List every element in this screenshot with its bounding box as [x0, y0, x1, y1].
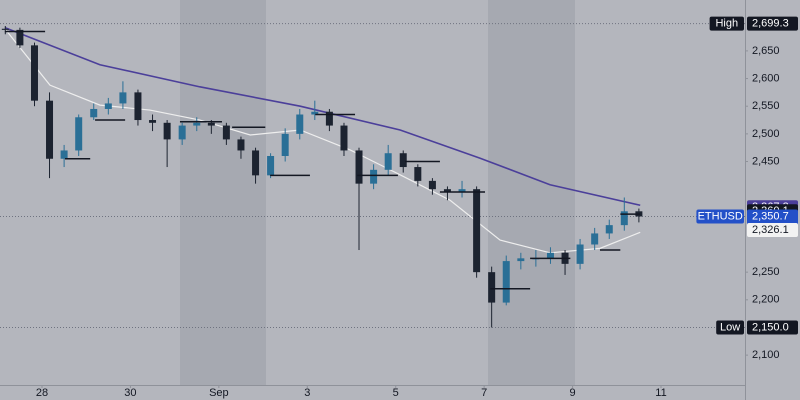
candle-body	[60, 150, 68, 159]
y-tick-label: 2,650	[752, 45, 780, 57]
weekend-band	[180, 0, 266, 385]
candle-body	[46, 100, 54, 159]
candle-body	[90, 108, 98, 118]
candle-body	[546, 252, 554, 259]
y-tick-label: 2,500	[752, 128, 780, 140]
candle-body	[620, 211, 628, 226]
x-tick-label: 7	[481, 387, 487, 399]
y-tick-label: 2,550	[752, 100, 780, 112]
candle-body	[16, 29, 24, 46]
x-tick-label: 3	[304, 387, 310, 399]
y-tick-label: 2,600	[752, 72, 780, 84]
candle-body	[267, 155, 275, 176]
price-label: 2,150.0	[752, 321, 789, 333]
candle-body	[399, 153, 407, 168]
candle-body	[576, 244, 584, 264]
price-label-name-box	[709, 16, 744, 31]
candle-body	[193, 122, 201, 126]
price-label: 2,350.7	[752, 210, 789, 222]
candle-body	[605, 225, 613, 234]
candle-body	[178, 125, 186, 140]
candle-body	[134, 92, 142, 121]
candle-body	[311, 111, 319, 115]
x-tick-label: Sep	[209, 387, 229, 399]
price-label-name: High	[715, 18, 738, 30]
candle-body	[163, 122, 171, 140]
price-label-name-box	[716, 320, 744, 335]
y-tick-label: 2,250	[752, 266, 780, 278]
y-tick-label: 2,100	[752, 349, 780, 361]
candle-body	[443, 189, 451, 192]
candle-body	[340, 125, 348, 151]
candle-body	[75, 117, 83, 151]
candle-body	[237, 139, 245, 151]
price-label-box	[747, 223, 798, 238]
candle-body	[591, 233, 599, 245]
candle-body	[414, 167, 422, 181]
x-tick-label: 9	[570, 387, 576, 399]
x-tick-label: 28	[36, 387, 48, 399]
candle-body	[296, 114, 304, 134]
x-tick-label: 30	[124, 387, 136, 399]
x-tick-label: 11	[655, 387, 666, 399]
candle-body	[1, 28, 9, 30]
candle-body	[104, 103, 112, 109]
y-tick-label: 2,450	[752, 155, 780, 167]
candle-body	[149, 120, 157, 123]
candle-body	[517, 258, 525, 262]
candle-body	[222, 125, 230, 140]
moving-average	[4, 26, 641, 207]
candle-body	[473, 189, 481, 273]
candle-body	[488, 272, 496, 303]
x-tick-label: 5	[393, 387, 399, 399]
candle-body	[458, 189, 466, 192]
candle-body	[355, 150, 363, 184]
candle-body	[207, 122, 215, 126]
price-label-box	[747, 320, 798, 335]
price-label-name-box	[696, 209, 744, 224]
candle-body	[30, 45, 38, 101]
price-label-box	[747, 16, 798, 31]
price-label: 2,326.1	[752, 224, 789, 236]
weekend-band	[488, 0, 575, 385]
candle-body	[370, 169, 378, 184]
price-label: 2,699.3	[752, 18, 789, 30]
candle-body	[119, 92, 127, 104]
candle-body	[252, 150, 260, 176]
price-label-name: Low	[720, 321, 740, 333]
price-label-name: ETHUSD	[698, 210, 743, 222]
candle-body	[281, 133, 289, 156]
candle-body	[384, 153, 392, 170]
y-tick-label: 2,200	[752, 294, 780, 306]
candle-body	[502, 261, 510, 303]
candle-body	[428, 180, 436, 190]
candle-body	[325, 111, 333, 126]
